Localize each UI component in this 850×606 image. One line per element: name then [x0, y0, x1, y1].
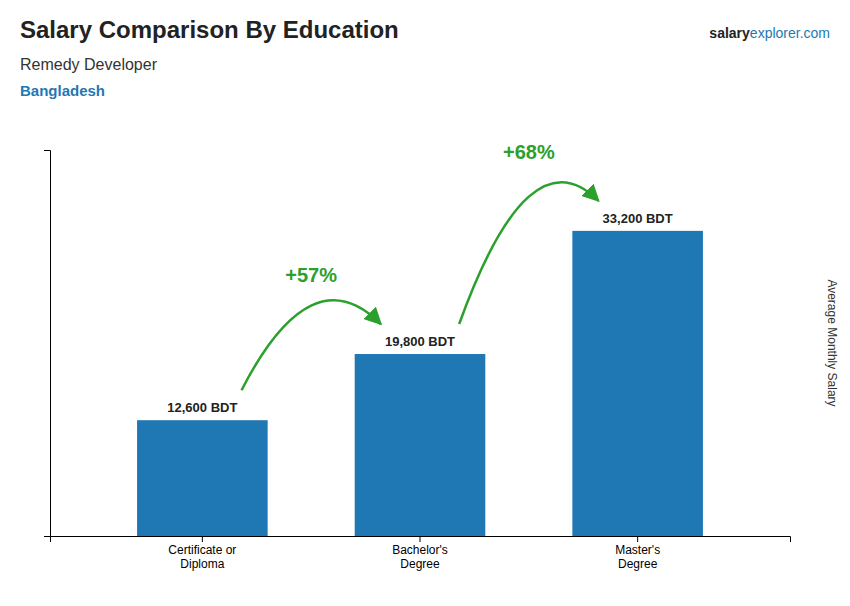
source-part: salary	[709, 25, 750, 41]
source-part: explorer.com	[750, 25, 830, 41]
bars	[137, 231, 703, 536]
x-tick-mark	[637, 536, 638, 542]
data-label: 19,800 BDT	[385, 334, 455, 349]
bar	[572, 231, 703, 536]
y-axis-title: Average Monthly Salary	[825, 279, 839, 406]
growth-label: +68%	[503, 141, 555, 163]
annotations: +57% +68%	[242, 141, 599, 390]
data-labels: 12,600 BDT 19,800 BDT 33,200 BDT	[167, 211, 672, 415]
growth-arrow	[242, 300, 381, 390]
y-axis-line	[44, 151, 51, 537]
growth-label: +57%	[285, 264, 337, 286]
x-axis: Certificate orDiploma Bachelor'sDegree Mas…	[51, 536, 791, 571]
x-tick-mark	[202, 536, 203, 542]
x-tick: Certificate orDiploma	[168, 536, 236, 571]
title: Salary Comparison By Education	[20, 16, 399, 43]
chart: Salary Comparison By Education Remedy Dev…	[0, 0, 850, 606]
x-tick: Bachelor'sDegree	[392, 536, 448, 571]
growth-arrow	[459, 182, 598, 324]
data-label: 33,200 BDT	[603, 211, 673, 226]
x-tick-label: Certificate orDiploma	[168, 543, 236, 571]
country: Bangladesh	[20, 82, 105, 99]
source: salaryexplorer.com	[709, 25, 830, 41]
data-label: 12,600 BDT	[167, 400, 237, 415]
x-tick-label: Bachelor'sDegree	[392, 543, 448, 571]
subtitle: Remedy Developer	[20, 56, 158, 73]
plot: Certificate orDiploma Bachelor'sDegree Mas…	[44, 141, 791, 571]
x-tick-label: Master'sDegree	[615, 543, 660, 571]
x-tick: Master'sDegree	[615, 536, 660, 571]
bar	[137, 420, 268, 536]
x-tick-mark	[420, 536, 421, 542]
bar	[355, 354, 486, 536]
y-axis	[44, 151, 51, 537]
x-axis-line	[51, 537, 791, 543]
